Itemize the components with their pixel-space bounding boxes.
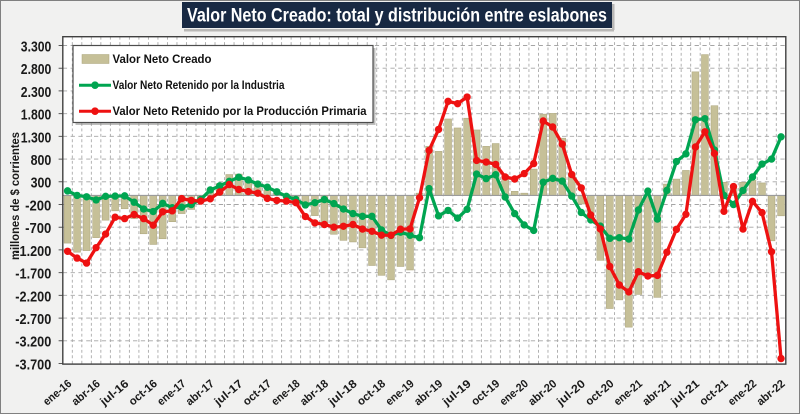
- svg-text:-2.700: -2.700: [15, 311, 51, 328]
- svg-text:2.800: 2.800: [21, 61, 52, 78]
- svg-text:-200: -200: [25, 197, 51, 214]
- svg-text:800: 800: [31, 152, 52, 169]
- svg-text:1.800: 1.800: [21, 107, 52, 124]
- svg-text:3.300: 3.300: [21, 38, 52, 55]
- svg-text:Valor Neto Creado: total y dis: Valor Neto Creado: total y distribución …: [187, 5, 607, 27]
- svg-text:-1.700: -1.700: [15, 266, 51, 283]
- svg-text:300: 300: [31, 175, 52, 192]
- svg-text:Valor Neto Creado: Valor Neto Creado: [113, 54, 212, 66]
- svg-text:-1.200: -1.200: [15, 243, 51, 260]
- svg-text:-3.700: -3.700: [15, 356, 51, 373]
- svg-text:2.300: 2.300: [21, 84, 52, 101]
- svg-text:-2.200: -2.200: [15, 288, 51, 305]
- svg-text:-3.200: -3.200: [15, 334, 51, 351]
- svg-text:millones de $ corrientes: millones de $ corrientes: [8, 132, 22, 260]
- svg-text:Valor Neto Retenido por la Ind: Valor Neto Retenido por la Industria: [113, 80, 286, 92]
- svg-text:1.300: 1.300: [21, 129, 52, 146]
- svg-text:Valor Neto Retenido por la Pro: Valor Neto Retenido por la Producción Pr…: [113, 106, 368, 118]
- svg-text:-700: -700: [25, 220, 51, 237]
